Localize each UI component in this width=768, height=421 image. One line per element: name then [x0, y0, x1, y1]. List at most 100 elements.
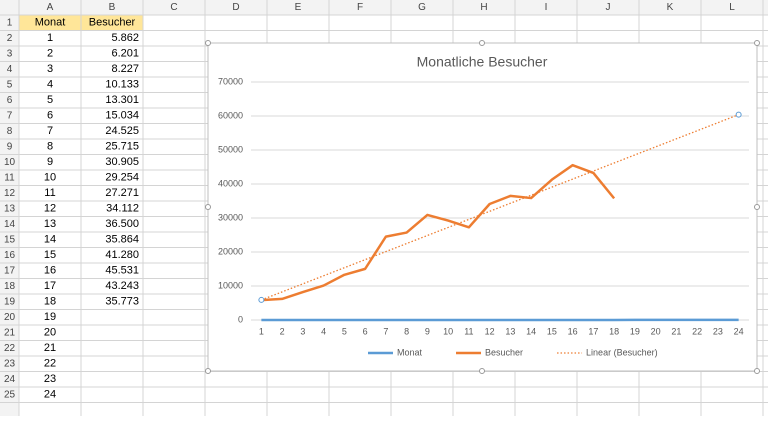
x-tick-label: 18	[609, 326, 619, 336]
cell: 2	[47, 48, 53, 60]
cell: 8	[47, 141, 53, 153]
legend-label: Monat	[397, 347, 423, 357]
x-tick-label: 7	[383, 326, 388, 336]
x-tick-label: 6	[363, 326, 368, 336]
row-header: 2	[7, 33, 13, 44]
cell: 43.243	[105, 280, 139, 292]
row-header: 14	[4, 219, 16, 230]
x-tick-label: 8	[404, 326, 409, 336]
cell: 41.280	[105, 249, 139, 261]
x-tick-label: 15	[547, 326, 557, 336]
column-header: D	[232, 2, 239, 13]
cell: 21	[44, 342, 56, 354]
cell: 27.271	[105, 187, 139, 199]
row-header: 1	[7, 17, 13, 28]
resize-handle	[206, 369, 211, 374]
cell: 29.254	[105, 172, 139, 184]
row-header: 16	[4, 250, 16, 261]
y-tick-label: 60000	[218, 110, 243, 120]
x-tick-label: 4	[321, 326, 326, 336]
cell: 30.905	[105, 156, 139, 168]
cell: 5.862	[111, 32, 139, 44]
resize-handle	[755, 205, 760, 210]
cell: 35.864	[105, 234, 139, 246]
column-header: E	[295, 2, 302, 13]
y-tick-label: 0	[238, 314, 243, 324]
row-header: 7	[7, 110, 13, 121]
cell: 4	[47, 79, 53, 91]
row-header: 18	[4, 281, 16, 292]
y-tick-label: 20000	[218, 246, 243, 256]
resize-handle	[206, 205, 211, 210]
column-header: G	[418, 2, 426, 13]
cell: 6	[47, 110, 53, 122]
chart-frame[interactable]	[208, 43, 757, 371]
row-header: 15	[4, 234, 16, 245]
cell: 36.500	[105, 218, 139, 230]
cell: 12	[44, 203, 56, 215]
x-tick-label: 12	[485, 326, 495, 336]
y-tick-label: 50000	[218, 144, 243, 154]
row-header: 25	[4, 389, 16, 400]
cell: 24	[44, 389, 56, 401]
cell: 8.227	[111, 63, 139, 75]
cell: 35.773	[105, 296, 139, 308]
row-header: 19	[4, 296, 16, 307]
row-header: 11	[4, 172, 15, 183]
x-tick-label: 3	[300, 326, 305, 336]
cell: 15.034	[105, 110, 139, 122]
cell: 22	[44, 358, 56, 370]
column-header: F	[357, 2, 363, 13]
row-header: 3	[7, 48, 13, 59]
cell: 10.133	[105, 79, 139, 91]
y-tick-label: 70000	[218, 76, 243, 86]
row-header: 21	[4, 327, 16, 338]
chart: Monatliche Besucher 01000020000300004000…	[206, 41, 760, 374]
cell: 18	[44, 296, 56, 308]
column-header: J	[606, 2, 611, 13]
cell: 25.715	[105, 141, 139, 153]
trendline-handle	[736, 112, 741, 117]
cell: 15	[44, 249, 56, 261]
x-tick-label: 5	[342, 326, 347, 336]
cell: 7	[47, 125, 53, 137]
resize-handle	[480, 41, 485, 46]
y-tick-label: 30000	[218, 212, 243, 222]
x-tick-label: 14	[526, 326, 536, 336]
y-tick-label: 10000	[218, 280, 243, 290]
resize-handle	[480, 369, 485, 374]
x-tick-label: 1	[259, 326, 264, 336]
y-tick-label: 40000	[218, 178, 243, 188]
column-header: L	[729, 2, 735, 13]
cell: 6.201	[111, 48, 139, 60]
cell: 19	[44, 311, 56, 323]
cell: 34.112	[106, 203, 139, 215]
x-tick-label: 10	[443, 326, 453, 336]
cell: 13.301	[105, 94, 139, 106]
cell: 10	[44, 172, 56, 184]
cell: 9	[47, 156, 53, 168]
trendline-handle	[259, 297, 264, 302]
column-header: A	[47, 2, 54, 13]
cell: 16	[44, 265, 56, 277]
x-tick-label: 17	[588, 326, 598, 336]
column-header: C	[170, 2, 177, 13]
x-tick-label: 24	[734, 326, 744, 336]
cell: 17	[44, 280, 56, 292]
legend-label: Besucher	[485, 347, 523, 357]
column-header: B	[109, 2, 116, 13]
row-header: 8	[7, 126, 13, 137]
x-tick-label: 9	[425, 326, 430, 336]
row-header: 23	[4, 358, 16, 369]
x-tick-label: 21	[671, 326, 681, 336]
cell: 45.531	[105, 265, 139, 277]
x-tick-label: 19	[630, 326, 640, 336]
column-header: I	[545, 2, 548, 13]
x-tick-label: 16	[568, 326, 578, 336]
row-header: 20	[4, 312, 16, 323]
cell: 5	[47, 94, 53, 106]
x-tick-label: 13	[505, 326, 515, 336]
row-header: 10	[4, 157, 16, 168]
